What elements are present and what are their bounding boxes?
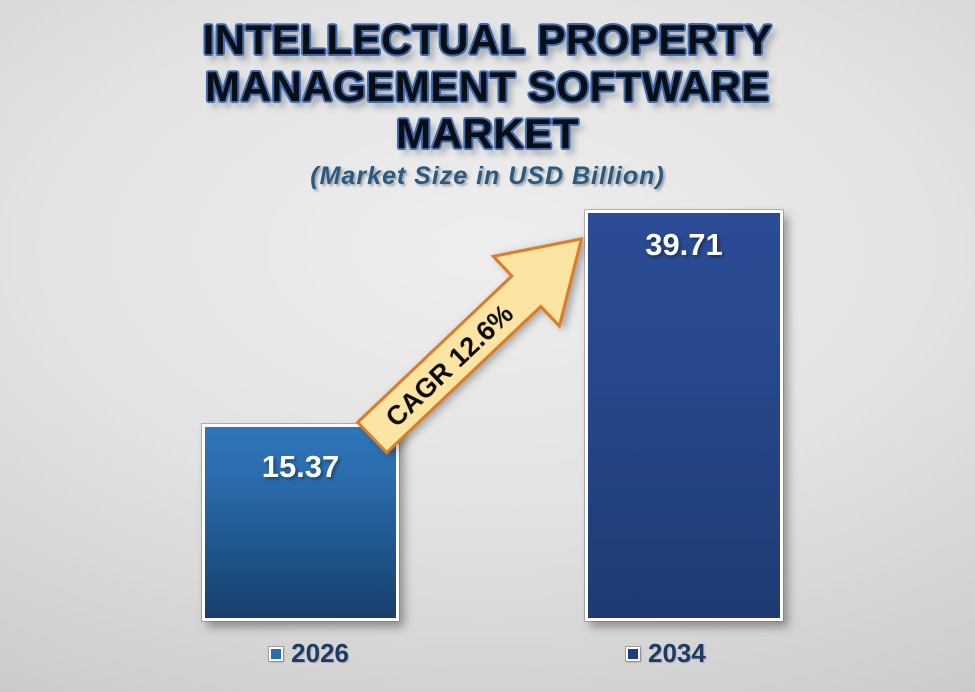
up-right-arrow-icon <box>355 236 584 455</box>
chart-title: INTELLECTUAL PROPERTY MANAGEMENT SOFTWAR… <box>0 16 975 157</box>
legend-label-2026: 2026 <box>291 638 349 668</box>
legend-item-2026: 2026 <box>269 638 349 669</box>
cagr-arrow: CAGR 12.6% <box>335 200 618 476</box>
chart-title-line-3: MARKET <box>396 110 579 157</box>
chart-legend: 2026 2034 <box>0 638 975 669</box>
legend-label-2034: 2034 <box>648 638 706 668</box>
bar-2034: 39.71 <box>585 210 783 621</box>
cagr-arrow-label: CAGR 12.6% <box>380 298 519 432</box>
chart-title-line-2: MANAGEMENT SOFTWARE <box>205 63 770 110</box>
cagr-arrow-shape: CAGR 12.6% <box>355 236 584 455</box>
legend-swatch-2034-icon <box>626 646 640 661</box>
legend-swatch-2026-icon <box>269 646 284 661</box>
bar-value-2026: 15.37 <box>261 449 340 484</box>
bar-value-2034: 39.71 <box>645 227 723 262</box>
chart-subtitle: (Market Size in USD Billion) <box>310 162 665 190</box>
chart-title-line-1: INTELLECTUAL PROPERTY <box>202 16 773 63</box>
legend-item-2034: 2034 <box>626 638 706 669</box>
bar-2026: 15.37 <box>202 424 399 621</box>
